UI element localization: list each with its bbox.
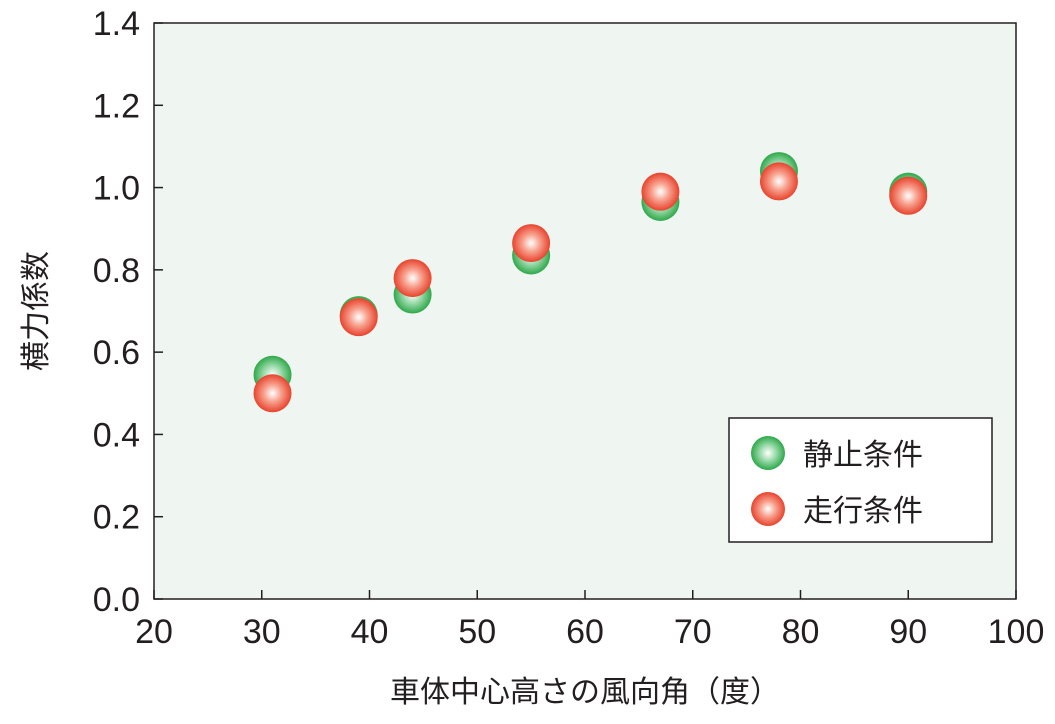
x-axis-ticks: 20 30 40 50 60 70 80 90 100 xyxy=(135,590,1044,651)
y-tick-label: 1.2 xyxy=(93,87,140,125)
x-tick-label: 20 xyxy=(135,613,173,651)
y-tick-label: 0.8 xyxy=(93,252,140,290)
y-tick-label: 0.2 xyxy=(93,499,140,537)
x-tick-label: 70 xyxy=(674,613,712,651)
point-running xyxy=(253,374,292,413)
legend-label-running: 走行条件 xyxy=(803,494,923,529)
x-tick-label: 100 xyxy=(988,613,1045,651)
y-tick-label: 0.0 xyxy=(93,581,140,619)
y-axis-title: 横力係数 xyxy=(19,251,54,371)
point-running xyxy=(512,224,551,263)
x-tick-label: 40 xyxy=(351,613,389,651)
point-running xyxy=(641,172,680,211)
legend-label-static: 静止条件 xyxy=(803,438,923,473)
legend-marker-static xyxy=(751,436,785,470)
point-running xyxy=(759,162,798,201)
point-running xyxy=(393,259,432,298)
y-tick-label: 0.4 xyxy=(93,416,140,454)
x-tick-label: 90 xyxy=(889,613,927,651)
y-tick-label: 0.6 xyxy=(93,334,140,372)
legend: 静止条件 走行条件 xyxy=(728,417,993,543)
x-tick-label: 50 xyxy=(458,613,496,651)
y-axis-ticks: 0.0 0.2 0.4 0.6 0.8 1.0 1.2 1.4 xyxy=(93,5,163,619)
x-tick-label: 30 xyxy=(243,613,281,651)
y-tick-label: 1.4 xyxy=(93,5,140,43)
point-running xyxy=(889,176,928,215)
x-axis-title: 車体中心高さの風向角（度） xyxy=(390,675,780,710)
x-tick-label: 80 xyxy=(782,613,820,651)
data-points xyxy=(253,152,928,413)
y-tick-label: 1.0 xyxy=(93,170,140,208)
legend-marker-running xyxy=(751,492,785,526)
point-running xyxy=(339,298,378,337)
x-tick-label: 60 xyxy=(566,613,604,651)
